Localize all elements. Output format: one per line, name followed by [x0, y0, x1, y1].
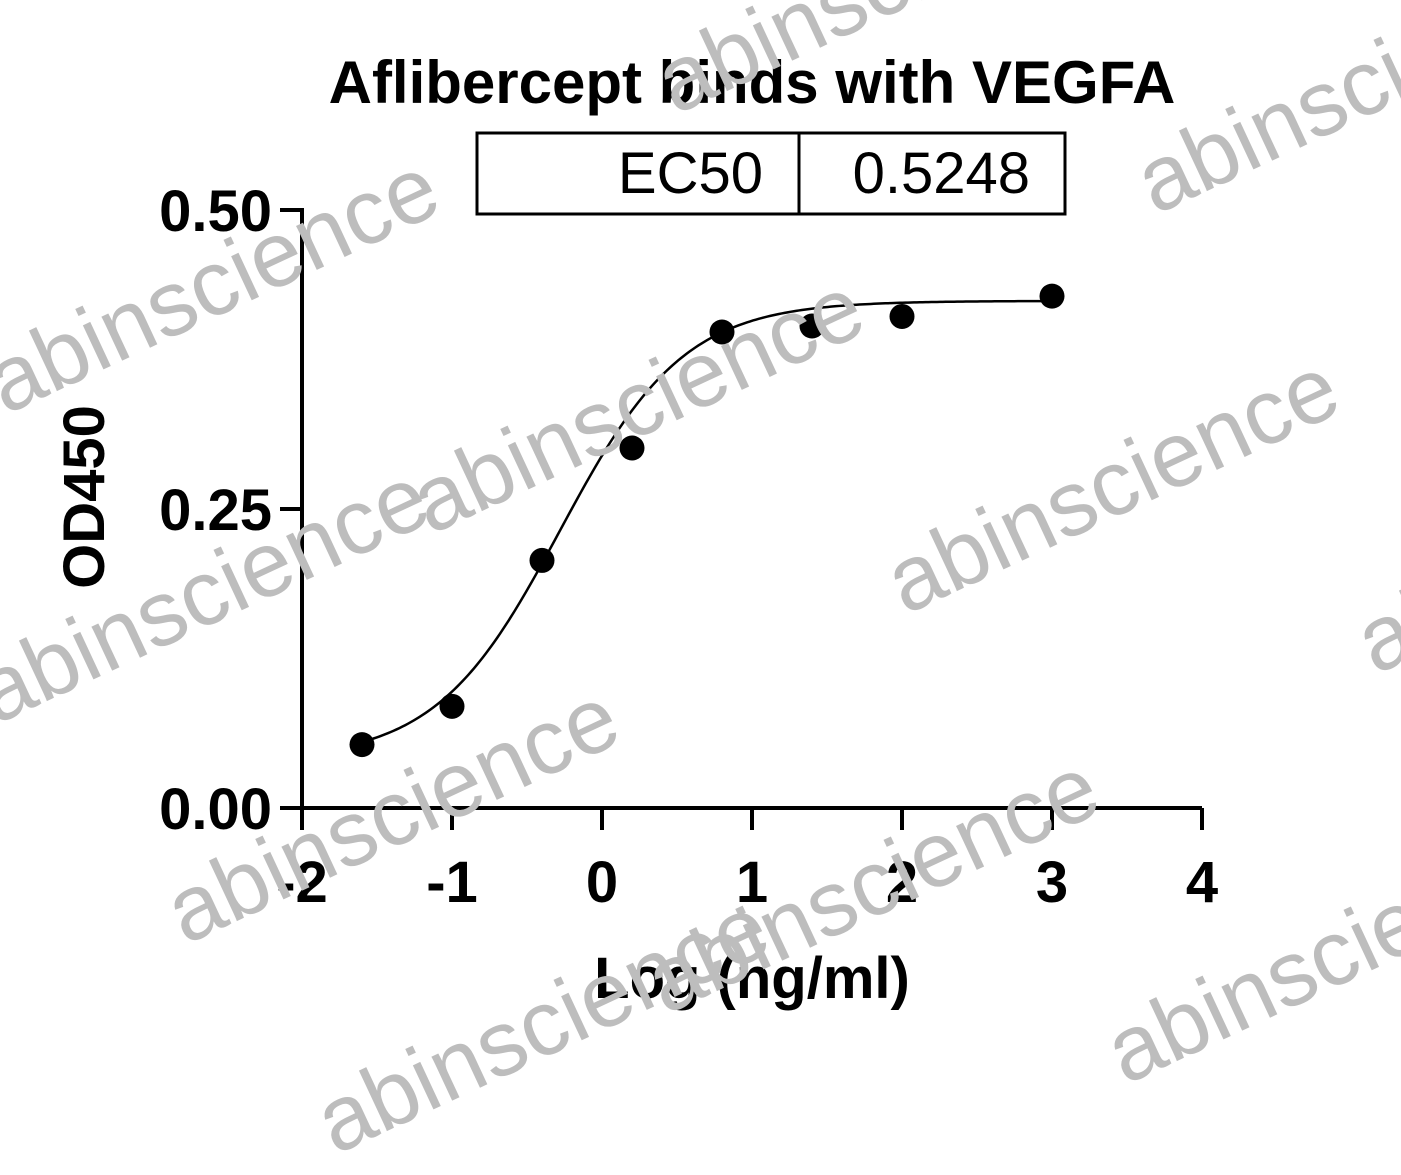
- data-point: [349, 732, 375, 758]
- data-point: [619, 435, 645, 461]
- chart-svg: Aflibercept binds with VEGFA EC50 0.5248…: [52, 49, 1218, 1011]
- x-tick-label: 1: [736, 850, 768, 915]
- y-tick-label: 0.25: [159, 478, 272, 543]
- fit-curve: [361, 299, 1053, 744]
- ec50-table: EC50 0.5248: [475, 131, 1067, 216]
- axes: -2 -1 0 1 2 3 4 0.00 0.25 0.50: [159, 179, 1218, 915]
- x-tick-label: -1: [426, 850, 478, 915]
- ec50-table-border: [475, 131, 1067, 216]
- x-tick-label: -2: [276, 850, 328, 915]
- x-tick-label: 0: [586, 850, 618, 915]
- data-point: [799, 313, 825, 339]
- x-tick-label: 3: [1036, 850, 1068, 915]
- data-point: [439, 693, 465, 719]
- x-axis-label: Log (ng/ml): [594, 946, 910, 1011]
- chart-title: Aflibercept binds with VEGFA: [329, 49, 1176, 116]
- x-tick-label: 4: [1186, 850, 1218, 915]
- data-point: [529, 547, 555, 573]
- y-tick-label: 0.00: [159, 777, 272, 842]
- data-point: [889, 303, 915, 329]
- y-axis-label: OD450: [52, 405, 117, 589]
- fit-curve-group: [361, 299, 1053, 744]
- ec50-label: EC50: [618, 141, 763, 206]
- data-point: [1039, 283, 1065, 309]
- data-points: [349, 283, 1065, 758]
- ec50-value: 0.5248: [853, 141, 1030, 206]
- y-tick-label: 0.50: [159, 179, 272, 244]
- x-tick-label: 2: [886, 850, 918, 915]
- data-point: [709, 319, 735, 345]
